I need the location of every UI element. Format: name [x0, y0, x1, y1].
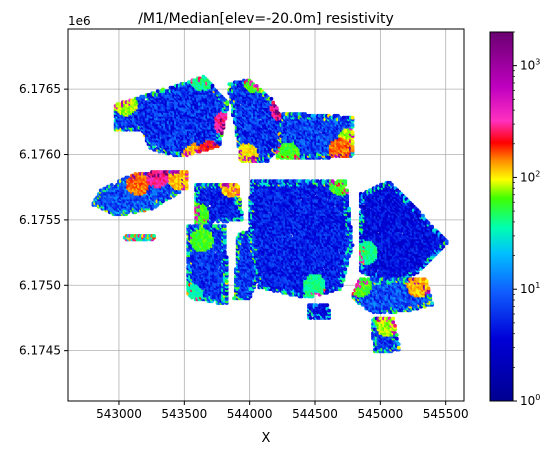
scatter-point	[239, 210, 244, 215]
scatter-point	[210, 83, 215, 88]
scatter-point	[152, 234, 156, 238]
scatter-point	[238, 197, 242, 202]
scatter-point	[225, 100, 230, 105]
scatter-point	[184, 170, 189, 174]
scatter-point	[239, 215, 244, 220]
scatter-point	[269, 96, 274, 101]
scatter-point	[350, 130, 355, 135]
data-block-north-block	[113, 74, 230, 158]
scatter-point	[184, 183, 189, 187]
data-block-south-west-block	[186, 224, 229, 305]
scatter-point	[350, 139, 355, 144]
scatter-point	[129, 179, 134, 184]
scatter-point	[274, 106, 279, 110]
data-block-west-block	[91, 170, 189, 217]
scatter-points	[91, 74, 449, 354]
scatter-point	[155, 89, 160, 94]
scatter-point	[254, 84, 259, 88]
scatter-point	[350, 115, 355, 120]
scatter-point	[350, 145, 355, 149]
scatter-point	[271, 100, 276, 105]
data-block-small-south-strip	[122, 234, 156, 242]
data-block-center-west-block	[194, 183, 244, 226]
scatter-point	[350, 123, 355, 127]
chart-title: /M1/Median[elev=-20.0m] resistivity	[138, 11, 394, 27]
scatter-point	[109, 183, 114, 187]
scatter-point	[236, 184, 241, 189]
data-block-north-east-block	[275, 112, 355, 160]
scatter-point	[218, 136, 222, 141]
